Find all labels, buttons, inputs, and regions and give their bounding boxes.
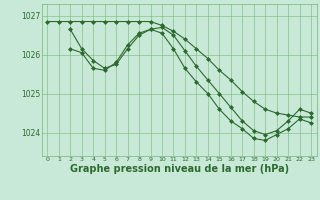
X-axis label: Graphe pression niveau de la mer (hPa): Graphe pression niveau de la mer (hPa) (70, 164, 289, 174)
